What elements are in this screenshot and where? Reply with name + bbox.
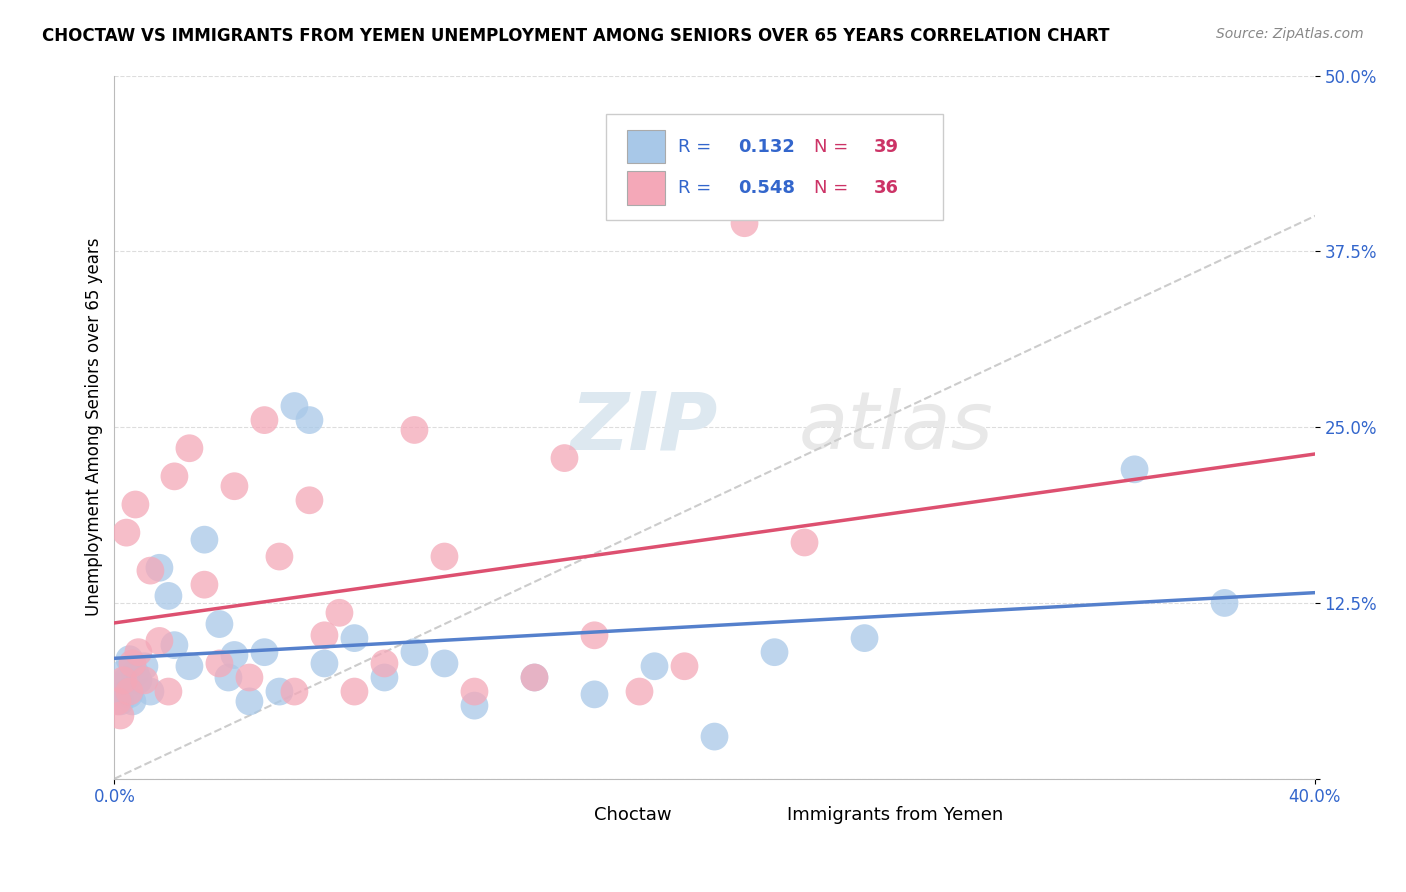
Point — [793, 535, 815, 549]
Point — [628, 684, 651, 698]
Point — [112, 673, 135, 688]
FancyBboxPatch shape — [738, 800, 778, 831]
Text: atlas: atlas — [799, 388, 993, 467]
Point — [127, 673, 149, 688]
Text: Source: ZipAtlas.com: Source: ZipAtlas.com — [1216, 27, 1364, 41]
Text: N =: N = — [814, 138, 853, 156]
Text: R =: R = — [679, 138, 717, 156]
Point — [298, 413, 321, 427]
Point — [314, 657, 336, 671]
Point — [433, 657, 456, 671]
Point — [157, 589, 180, 603]
Point — [107, 681, 129, 695]
Point — [553, 451, 575, 466]
Point — [179, 442, 201, 456]
Text: 0.548: 0.548 — [738, 179, 796, 197]
Point — [134, 673, 156, 688]
Point — [523, 671, 546, 685]
Point — [298, 493, 321, 508]
Point — [463, 698, 485, 713]
Point — [134, 659, 156, 673]
FancyBboxPatch shape — [627, 171, 665, 205]
Point — [127, 645, 149, 659]
Point — [314, 628, 336, 642]
Point — [112, 666, 135, 681]
Point — [193, 577, 215, 591]
Point — [763, 645, 786, 659]
Point — [583, 687, 606, 701]
Text: Choctaw: Choctaw — [595, 806, 672, 824]
Point — [179, 659, 201, 673]
Point — [328, 606, 350, 620]
Point — [208, 617, 231, 632]
Point — [253, 645, 276, 659]
Y-axis label: Unemployment Among Seniors over 65 years: Unemployment Among Seniors over 65 years — [86, 238, 103, 616]
Point — [1123, 462, 1146, 476]
Point — [124, 498, 146, 512]
Text: N =: N = — [814, 179, 853, 197]
Text: R =: R = — [679, 179, 717, 197]
Point — [373, 657, 395, 671]
Point — [139, 684, 162, 698]
Point — [703, 730, 725, 744]
Point — [433, 549, 456, 564]
Text: ZIP: ZIP — [571, 388, 718, 467]
Point — [404, 423, 426, 437]
Point — [148, 634, 170, 648]
Point — [238, 694, 260, 708]
Point — [238, 671, 260, 685]
FancyBboxPatch shape — [606, 114, 942, 219]
Point — [217, 671, 239, 685]
Point — [583, 628, 606, 642]
Point — [1213, 596, 1236, 610]
Point — [107, 694, 129, 708]
Point — [115, 673, 138, 688]
Text: 0.132: 0.132 — [738, 138, 796, 156]
Text: CHOCTAW VS IMMIGRANTS FROM YEMEN UNEMPLOYMENT AMONG SENIORS OVER 65 YEARS CORREL: CHOCTAW VS IMMIGRANTS FROM YEMEN UNEMPLO… — [42, 27, 1109, 45]
Point — [673, 659, 696, 673]
Point — [148, 561, 170, 575]
Point — [163, 638, 186, 652]
Point — [224, 648, 246, 662]
Point — [283, 399, 305, 413]
Point — [269, 684, 291, 698]
Point — [110, 694, 132, 708]
Point — [283, 684, 305, 698]
Point — [343, 631, 366, 645]
Point — [118, 652, 141, 666]
Point — [163, 469, 186, 483]
Point — [115, 525, 138, 540]
Point — [118, 687, 141, 701]
Point — [157, 684, 180, 698]
Point — [121, 694, 143, 708]
Point — [463, 684, 485, 698]
Point — [208, 657, 231, 671]
Point — [118, 684, 141, 698]
Text: 39: 39 — [875, 138, 898, 156]
Point — [110, 708, 132, 723]
Point — [853, 631, 876, 645]
Text: 36: 36 — [875, 179, 898, 197]
FancyBboxPatch shape — [627, 129, 665, 163]
Point — [523, 671, 546, 685]
Point — [404, 645, 426, 659]
Point — [121, 657, 143, 671]
Point — [193, 533, 215, 547]
Text: Immigrants from Yemen: Immigrants from Yemen — [786, 806, 1002, 824]
FancyBboxPatch shape — [547, 800, 585, 831]
Point — [124, 666, 146, 681]
Point — [734, 216, 756, 230]
Point — [253, 413, 276, 427]
Point — [269, 549, 291, 564]
Point — [139, 564, 162, 578]
Point — [373, 671, 395, 685]
Point — [343, 684, 366, 698]
Point — [112, 687, 135, 701]
Point — [643, 659, 665, 673]
Point — [224, 479, 246, 493]
